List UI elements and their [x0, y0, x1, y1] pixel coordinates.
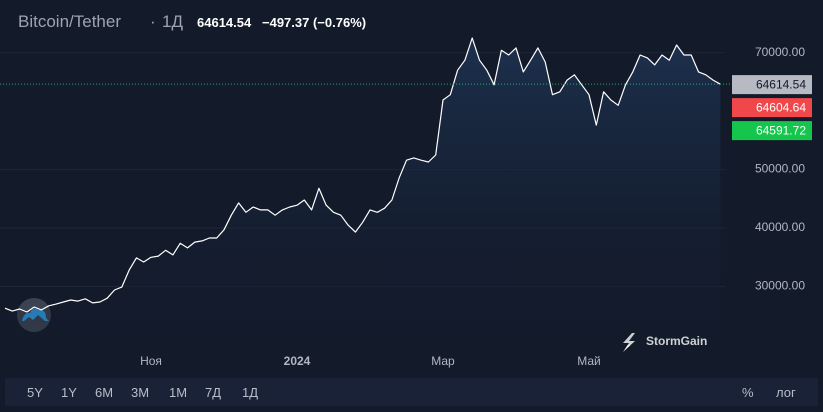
- log-toggle[interactable]: лог: [776, 385, 796, 400]
- x-tick-label: Ноя: [140, 354, 162, 368]
- area: [5, 38, 721, 345]
- price-label: 64604.64: [756, 100, 806, 114]
- x-tick-label: Мар: [431, 354, 455, 368]
- price-line: [4, 37, 721, 313]
- y-tick-label: 70000.00: [755, 45, 805, 59]
- range-button[interactable]: 6M: [95, 385, 114, 400]
- price-label: 64614.54: [756, 77, 806, 91]
- range-button[interactable]: 7Д: [205, 385, 222, 400]
- change: −497.37 (−0.76%): [262, 15, 367, 30]
- y-tick-label: 40000.00: [755, 220, 805, 234]
- price: 64614.54: [197, 15, 252, 30]
- toolbar: % лог 5Y 1Y 6M 3M 1M 7Д 1Д: [5, 378, 818, 406]
- y-tick-label: 30000.00: [755, 279, 805, 293]
- x-tick-label: 2024: [284, 354, 311, 368]
- range-button[interactable]: 5Y: [27, 385, 43, 400]
- x-tick-label: Май: [577, 354, 601, 368]
- price-label: 64591.72: [756, 123, 806, 137]
- price-label-box: [732, 98, 812, 118]
- separator: ·: [150, 12, 156, 31]
- symbol: Bitcoin/Tether: [18, 12, 121, 31]
- price-label-box: [732, 121, 812, 141]
- chart: StormGain 30000.0040000.0050000.0070000.…: [0, 37, 812, 368]
- interval: 1Д: [162, 12, 183, 31]
- price-label-box: [732, 75, 812, 95]
- y-tick-label: 50000.00: [755, 162, 805, 176]
- range-button[interactable]: 1Д: [242, 385, 259, 400]
- range-button[interactable]: 3M: [131, 385, 150, 400]
- percent-toggle[interactable]: %: [742, 385, 754, 400]
- range-button[interactable]: 1M: [169, 385, 188, 400]
- range-button[interactable]: 1Y: [61, 385, 77, 400]
